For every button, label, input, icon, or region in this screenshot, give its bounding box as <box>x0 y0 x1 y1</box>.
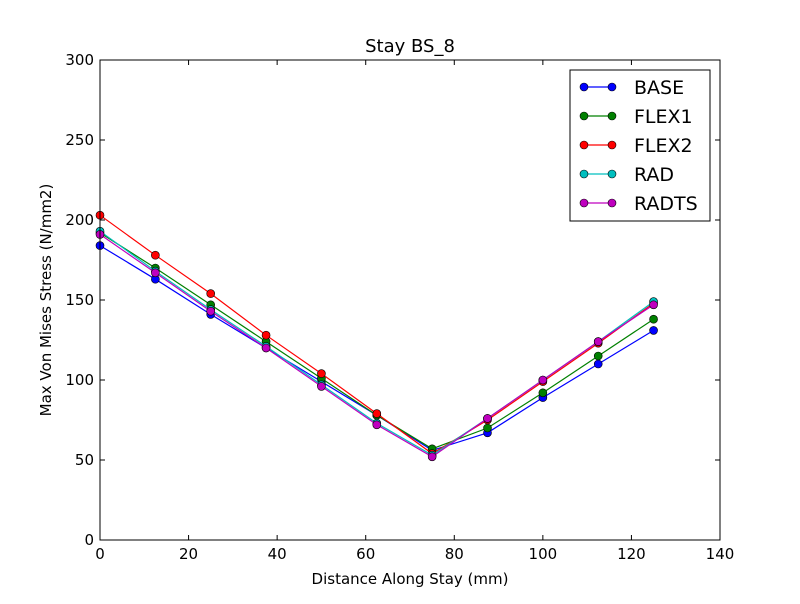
data-point-radts <box>483 414 492 423</box>
data-point-flex2 <box>151 250 160 260</box>
data-point-radts <box>427 452 437 462</box>
plot-marks <box>95 210 658 462</box>
y-tick-label: 0 <box>84 531 94 549</box>
data-point-radts <box>206 306 216 316</box>
legend-label-flex1: FLEX1 <box>634 106 693 128</box>
data-point-base <box>649 326 658 335</box>
legend-marker-flex1 <box>607 111 617 121</box>
y-tick-label: 300 <box>65 51 94 69</box>
data-point-flex1 <box>483 423 492 433</box>
data-point-flex2 <box>317 369 326 378</box>
x-tick-label: 100 <box>529 545 558 563</box>
legend-label-radts: RADTS <box>634 193 698 215</box>
legend-marker-radts <box>607 198 617 208</box>
legend-marker-base <box>607 82 617 92</box>
data-point-radts <box>317 382 326 391</box>
data-point-radts <box>593 337 603 346</box>
x-tick-label: 0 <box>95 545 105 563</box>
x-axis-label: Distance Along Stay (mm) <box>312 570 509 588</box>
x-tick-label: 20 <box>179 545 198 563</box>
data-point-flex1 <box>538 388 548 398</box>
legend-marker-flex2 <box>579 140 589 150</box>
legend-marker-base <box>579 82 589 92</box>
x-tick-label: 40 <box>268 545 287 563</box>
x-tick-label: 60 <box>356 545 375 563</box>
legend: BASE FLEX1 FLEX2 RAD RADTS <box>569 69 711 222</box>
y-tick-label: 200 <box>65 211 94 229</box>
data-point-radts <box>151 268 160 278</box>
data-point-base <box>593 359 603 369</box>
legend-label-rad: RAD <box>634 164 674 186</box>
data-point-radts <box>261 343 271 353</box>
data-point-radts <box>372 420 382 430</box>
data-point-flex2 <box>372 409 382 418</box>
x-tick-label: 80 <box>445 545 464 563</box>
axis-ticks: 0 20 40 60 80 100 120 140 0 50 100 150 200 250 300 <box>65 51 734 563</box>
y-tick-label: 150 <box>65 291 94 309</box>
y-axis-label: Max Von Mises Stress (N/mm2) <box>37 184 55 417</box>
data-point-flex2 <box>206 289 216 298</box>
legend-marker-rad <box>579 169 589 179</box>
data-point-flex1 <box>593 351 603 361</box>
data-point-flex2 <box>261 330 271 340</box>
legend-marker-flex2 <box>607 140 617 150</box>
x-tick-label: 120 <box>617 545 646 563</box>
legend-marker-radts <box>579 198 589 208</box>
legend-marker-flex1 <box>579 111 589 121</box>
data-point-radts <box>538 375 548 385</box>
data-point-radts <box>649 300 658 310</box>
y-tick-label: 100 <box>65 371 94 389</box>
x-tick-label: 140 <box>706 545 735 563</box>
legend-label-base: BASE <box>634 77 684 99</box>
y-tick-label: 250 <box>65 131 94 149</box>
y-tick-label: 50 <box>75 451 94 469</box>
data-point-flex1 <box>649 314 658 324</box>
legend-label-flex2: FLEX2 <box>634 135 693 157</box>
legend-marker-rad <box>607 169 617 179</box>
chart-title: Stay BS_8 <box>365 36 455 57</box>
